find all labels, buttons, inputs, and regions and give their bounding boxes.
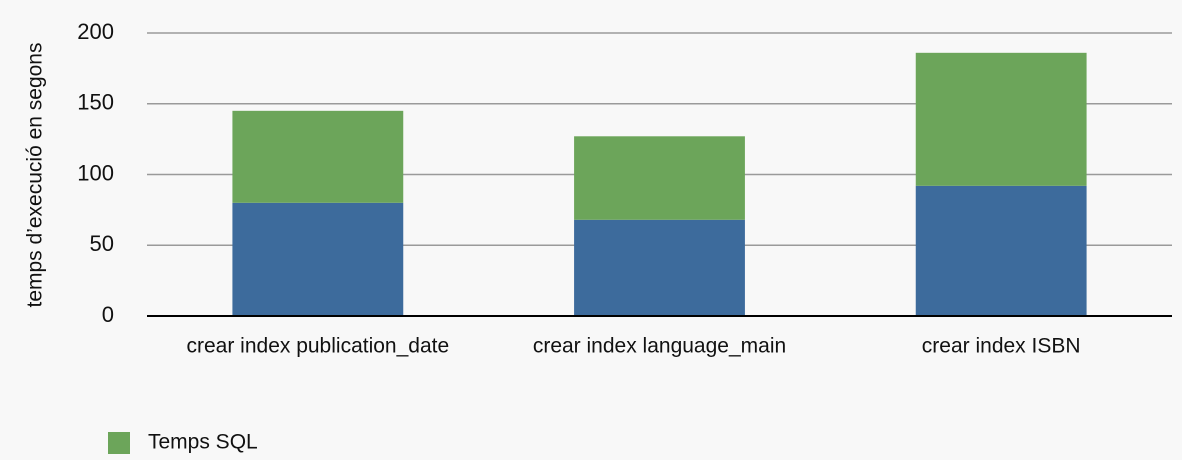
legend-label: Temps SQL: [148, 431, 258, 454]
y-tick-label: 100: [77, 160, 114, 185]
bar-segment: [232, 110, 404, 203]
y-tick-label: 200: [77, 19, 114, 44]
legend-swatch: [108, 432, 130, 454]
bar-segment: [574, 219, 745, 316]
x-tick-label: crear index ISBN: [922, 335, 1081, 358]
x-tick-label: crear index publication_date: [186, 335, 449, 358]
x-tick-label: crear index language_main: [533, 335, 786, 358]
y-axis-label: temps d’execució en segons: [24, 43, 47, 308]
bar-segment: [915, 185, 1087, 316]
y-tick-label: 150: [77, 90, 114, 115]
bar-segment: [915, 52, 1087, 186]
y-tick-label: 0: [102, 302, 114, 327]
bar-segment: [232, 202, 404, 316]
y-tick-label: 50: [90, 231, 114, 256]
bar-segment: [574, 136, 745, 220]
